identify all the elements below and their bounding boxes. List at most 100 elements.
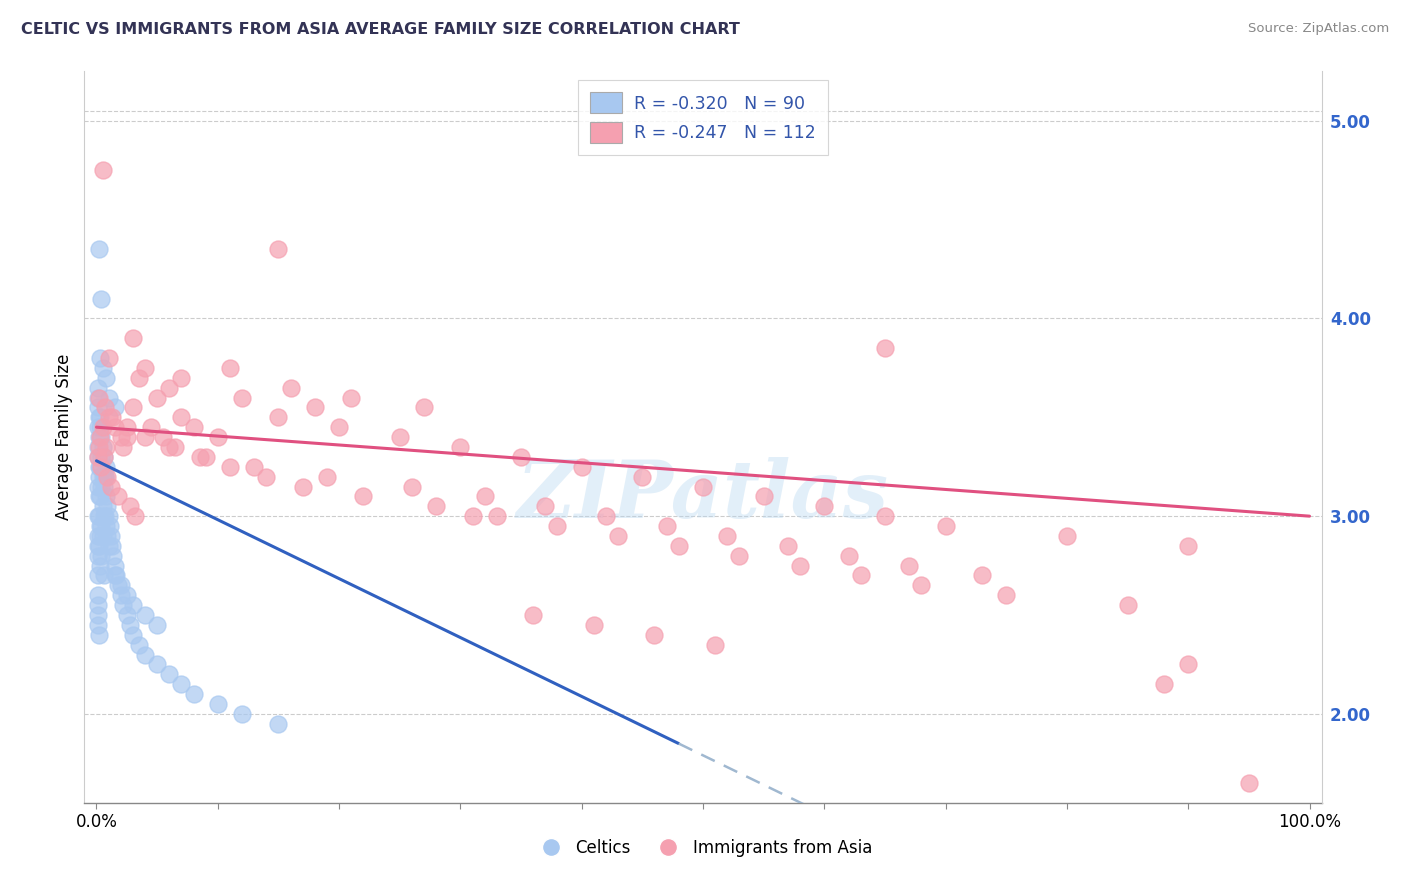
- Point: [120, 618, 142, 632]
- Point: [87, 469, 110, 483]
- Point: [267, 242, 290, 256]
- Point: [115, 607, 138, 622]
- Point: [231, 391, 253, 405]
- Point: [103, 549, 125, 563]
- Point: [89, 410, 111, 425]
- Point: [146, 657, 169, 672]
- Point: [873, 509, 896, 524]
- Point: [122, 331, 145, 345]
- Point: [90, 459, 112, 474]
- Point: [87, 242, 110, 256]
- Point: [107, 578, 129, 592]
- Point: [93, 568, 115, 582]
- Point: [96, 440, 118, 454]
- Point: [1177, 539, 1199, 553]
- Point: [413, 401, 436, 415]
- Point: [97, 391, 120, 405]
- Point: [86, 568, 108, 582]
- Point: [219, 459, 242, 474]
- Point: [87, 459, 110, 474]
- Point: [546, 519, 568, 533]
- Point: [776, 539, 799, 553]
- Point: [170, 410, 193, 425]
- Point: [194, 450, 217, 464]
- Point: [89, 351, 111, 365]
- Point: [87, 539, 110, 553]
- Point: [134, 607, 156, 622]
- Point: [128, 371, 150, 385]
- Point: [115, 430, 138, 444]
- Point: [87, 440, 110, 454]
- Point: [110, 578, 132, 592]
- Point: [87, 410, 110, 425]
- Point: [582, 618, 605, 632]
- Point: [122, 401, 145, 415]
- Point: [90, 430, 112, 444]
- Point: [115, 420, 138, 434]
- Point: [87, 607, 110, 622]
- Point: [91, 420, 114, 434]
- Point: [692, 479, 714, 493]
- Point: [86, 618, 108, 632]
- Point: [910, 578, 932, 592]
- Point: [134, 360, 156, 375]
- Point: [93, 509, 115, 524]
- Point: [789, 558, 811, 573]
- Point: [170, 677, 193, 691]
- Point: [388, 430, 411, 444]
- Point: [98, 519, 121, 533]
- Point: [91, 500, 114, 514]
- Point: [91, 360, 114, 375]
- Point: [86, 450, 108, 464]
- Point: [90, 519, 112, 533]
- Point: [96, 529, 118, 543]
- Point: [124, 509, 146, 524]
- Point: [813, 500, 835, 514]
- Point: [86, 440, 108, 454]
- Text: CELTIC VS IMMIGRANTS FROM ASIA AVERAGE FAMILY SIZE CORRELATION CHART: CELTIC VS IMMIGRANTS FROM ASIA AVERAGE F…: [21, 22, 740, 37]
- Point: [89, 529, 111, 543]
- Point: [1153, 677, 1175, 691]
- Point: [873, 341, 896, 355]
- Point: [716, 529, 738, 543]
- Point: [96, 459, 118, 474]
- Point: [188, 450, 211, 464]
- Point: [157, 381, 180, 395]
- Point: [267, 716, 290, 731]
- Point: [183, 687, 205, 701]
- Point: [1116, 598, 1139, 612]
- Point: [104, 568, 127, 582]
- Point: [838, 549, 860, 563]
- Legend: Celtics, Immigrants from Asia: Celtics, Immigrants from Asia: [527, 832, 879, 864]
- Point: [90, 479, 112, 493]
- Point: [86, 381, 108, 395]
- Point: [87, 391, 110, 405]
- Point: [134, 430, 156, 444]
- Point: [100, 529, 122, 543]
- Point: [86, 401, 108, 415]
- Point: [94, 469, 117, 483]
- Point: [91, 469, 114, 483]
- Point: [96, 519, 118, 533]
- Point: [534, 500, 557, 514]
- Point: [97, 410, 120, 425]
- Point: [752, 489, 775, 503]
- Point: [86, 450, 108, 464]
- Point: [86, 420, 108, 434]
- Point: [122, 598, 145, 612]
- Point: [146, 391, 169, 405]
- Point: [86, 509, 108, 524]
- Point: [207, 697, 229, 711]
- Point: [165, 440, 187, 454]
- Point: [89, 519, 111, 533]
- Point: [89, 459, 111, 474]
- Point: [254, 469, 277, 483]
- Point: [89, 558, 111, 573]
- Point: [91, 440, 114, 454]
- Point: [668, 539, 690, 553]
- Point: [101, 410, 124, 425]
- Point: [87, 509, 110, 524]
- Point: [595, 509, 617, 524]
- Point: [96, 489, 118, 503]
- Point: [243, 459, 266, 474]
